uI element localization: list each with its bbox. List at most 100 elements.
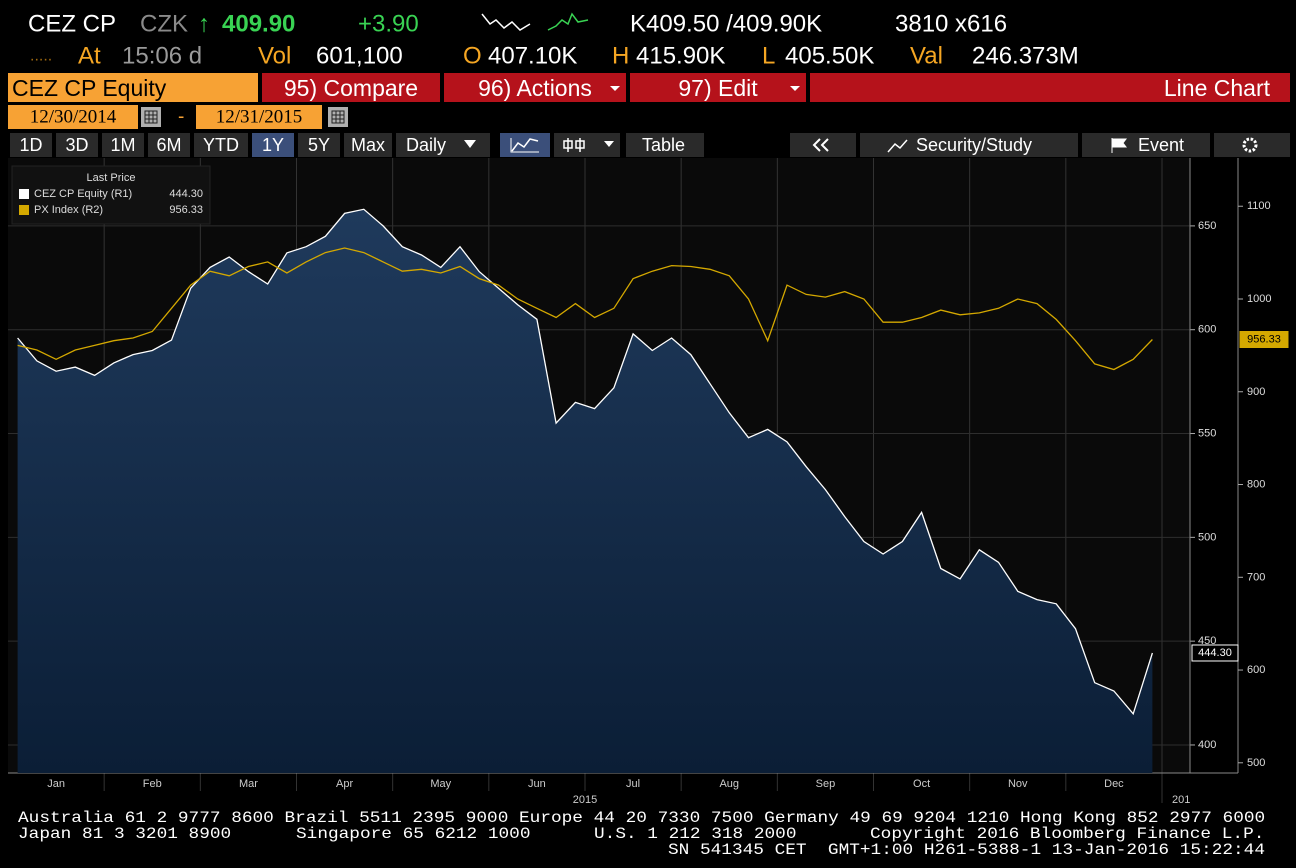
period-label: YTD [203,135,239,155]
y2-tick-label: 1000 [1247,293,1271,305]
footer-text: Singapore 65 6212 1000 [296,825,531,843]
low-label: L [762,43,775,70]
study-icon [887,139,908,153]
period-button[interactable] [148,133,190,157]
period-button[interactable] [298,133,340,157]
period-label: 6M [156,135,181,155]
x-tick-label: Jan [47,778,65,790]
period-button[interactable] [56,133,98,157]
legend-label: CEZ CP Equity (R1) [34,188,132,200]
time: 15:06 d [122,43,202,70]
period-button[interactable] [10,133,52,157]
compare-button[interactable] [262,73,440,102]
value: 246.373M [972,43,1079,70]
y-tick-label: 600 [1198,324,1216,336]
dropdown-arrow [610,86,620,91]
volume-label: Vol [258,43,291,70]
compare-button-label: 95) Compare [284,75,418,101]
last-value-label: 444.30 [1198,647,1232,659]
series-line [17,208,1154,716]
chart-type-bar[interactable] [810,73,1290,102]
date: 12/31/2015 [216,107,303,128]
period-button[interactable] [252,133,294,157]
legend-swatch [19,205,29,215]
candle-icon [563,138,585,152]
actions-button-label: 96) Actions [478,75,592,101]
footer-text: SN 541345 CET GMT+1:00 H261-5388-1 13-Ja… [668,841,1265,859]
time-label: At [78,43,101,70]
y2-tick-label: 1100 [1247,200,1271,212]
legend-box [11,165,211,225]
table-label: Table [642,135,685,155]
calendar-icon [331,110,345,124]
y2-tick-label: 700 [1247,571,1265,583]
legend-value: 956.33 [169,204,203,216]
last-value-label: 956.33 [1247,334,1281,346]
footer-text: U.S. 1 212 318 2000 [594,825,797,843]
frequency: Daily [406,135,446,155]
date-separator: - [178,107,184,128]
bid-ask-size: 3810 x616 [895,11,1007,38]
period-button[interactable] [344,133,392,157]
period-label: 5Y [308,135,330,155]
x-tick-label: Jun [528,778,546,790]
legend-label: PX Index (R2) [34,204,103,216]
edit-button[interactable] [630,73,806,102]
last-value-tag [1239,331,1289,349]
high-label: H [612,43,629,70]
event-button[interactable] [1082,133,1210,157]
x-tick-label: Nov [1008,778,1028,790]
bid-ask: K409.50 /409.90K [630,11,822,38]
value-label: Val [910,43,943,70]
y2-tick-label: 500 [1247,757,1265,769]
series-line [17,247,1153,371]
last-value-tag [1191,644,1239,662]
open: 407.10K [488,43,577,70]
table-button[interactable] [626,133,704,157]
x-tick-label: Sep [816,778,836,790]
frequency-button[interactable] [396,133,490,157]
calendar-icon [144,110,158,124]
y-tick-label: 450 [1198,635,1216,647]
gear-icon [1242,137,1258,153]
footer-text: Australia 61 2 9777 8600 Brazil 5511 239… [18,809,1265,827]
security-field[interactable] [8,73,258,102]
date-field[interactable] [196,105,322,129]
low: 405.50K [785,43,874,70]
last-price: 409.90 [222,11,295,38]
y2-tick-label: 800 [1247,479,1265,491]
x-tick-label: Apr [336,778,353,790]
y-tick-label: 550 [1198,428,1216,440]
x-year-label: 201 [1172,794,1190,806]
period-label: 3D [65,135,88,155]
volume: 601,100 [316,43,403,70]
date: 12/30/2014 [30,107,117,128]
period-button[interactable] [102,133,144,157]
open-label: O [463,43,482,70]
settings-button[interactable] [1214,133,1290,157]
area-fill [17,209,1153,774]
calendar-button[interactable] [328,107,348,127]
collapse-icon [812,138,829,152]
period-label: 1D [19,135,42,155]
x-tick-label: Oct [913,778,930,790]
security-name: CEZ CP Equity [12,75,167,101]
y-tick-label: 500 [1198,531,1216,543]
actions-button[interactable] [444,73,626,102]
date-field[interactable] [8,105,138,129]
high: 415.90K [636,43,725,70]
period-label: 1Y [262,135,284,155]
x-tick-label: Feb [143,778,162,790]
period-button[interactable] [194,133,248,157]
x-tick-label: Mar [239,778,258,790]
ticker: CEZ CP [28,11,116,38]
x-year-label: 2015 [573,794,597,806]
x-tick-label: Aug [719,778,739,790]
y2-tick-label: 600 [1247,664,1265,676]
legend-swatch [19,189,29,199]
footer-text: Japan 81 3 3201 8900 [18,825,231,843]
calendar-button[interactable] [141,107,161,127]
x-tick-label: Dec [1104,778,1124,790]
